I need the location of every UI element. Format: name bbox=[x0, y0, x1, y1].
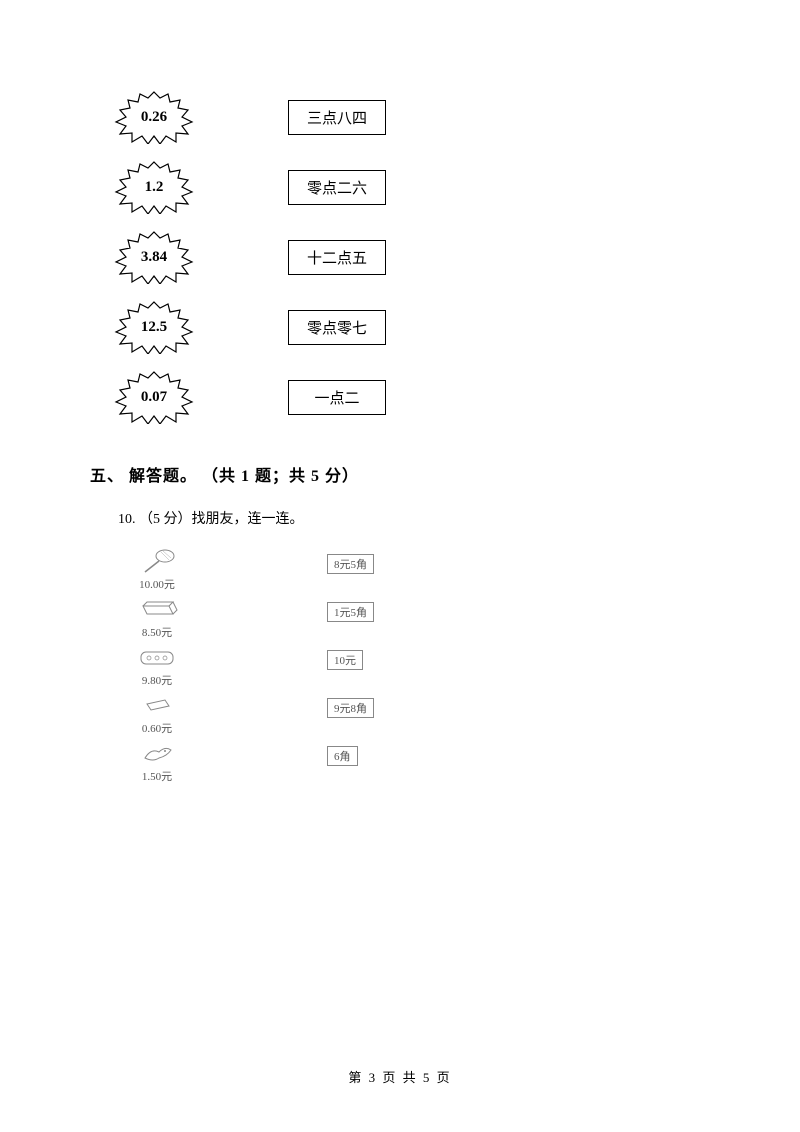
matching-row: 0.07 一点二 bbox=[110, 370, 710, 424]
starburst-number: 0.26 bbox=[141, 109, 167, 126]
friend-price: 9.80元 bbox=[142, 672, 172, 688]
eraser-icon bbox=[135, 692, 179, 718]
friend-answer-box: 8元5角 bbox=[327, 554, 374, 574]
matching-text-box: 一点二 bbox=[288, 380, 386, 415]
starburst-number: 3.84 bbox=[141, 249, 167, 266]
box-icon bbox=[135, 596, 179, 622]
friend-price: 8.50元 bbox=[142, 624, 172, 640]
friends-row: 1.50元 6角 bbox=[122, 740, 710, 784]
starburst-badge: 12.5 bbox=[110, 300, 198, 354]
matching-text-box: 三点八四 bbox=[288, 100, 386, 135]
matching-text-box: 零点零七 bbox=[288, 310, 386, 345]
bird-icon bbox=[135, 740, 179, 766]
starburst-badge: 0.07 bbox=[110, 370, 198, 424]
matching-row: 1.2 零点二六 bbox=[110, 160, 710, 214]
friend-answer-box: 10元 bbox=[327, 650, 363, 670]
friends-row: 10.00元 8元5角 bbox=[122, 548, 710, 592]
friend-item: 10.00元 bbox=[122, 548, 192, 592]
friend-answer-box: 1元5角 bbox=[327, 602, 374, 622]
matching-text-box: 十二点五 bbox=[288, 240, 386, 275]
starburst-badge: 1.2 bbox=[110, 160, 198, 214]
friend-item: 0.60元 bbox=[122, 692, 192, 736]
matching-row: 3.84 十二点五 bbox=[110, 230, 710, 284]
friend-price: 1.50元 bbox=[142, 768, 172, 784]
question-10-line: 10. （5 分）找朋友，连一连。 bbox=[118, 508, 710, 528]
starburst-number: 12.5 bbox=[141, 319, 167, 336]
friend-item: 8.50元 bbox=[122, 596, 192, 640]
friend-item: 9.80元 bbox=[122, 644, 192, 688]
friend-price: 10.00元 bbox=[139, 576, 175, 592]
friend-item: 1.50元 bbox=[122, 740, 192, 784]
matching-section: 0.26 三点八四 1.2 零点二六 3.84 十二点五 bbox=[110, 90, 710, 424]
friend-answer-box: 6角 bbox=[327, 746, 358, 766]
friends-row: 8.50元 1元5角 bbox=[122, 596, 710, 640]
friends-row: 0.60元 9元8角 bbox=[122, 692, 710, 736]
pencilcase-icon bbox=[135, 644, 179, 670]
section-5-heading: 五、 解答题。 （共 1 题；共 5 分） bbox=[90, 462, 710, 486]
starburst-number: 1.2 bbox=[145, 179, 164, 196]
matching-text-box: 零点二六 bbox=[288, 170, 386, 205]
starburst-badge: 0.26 bbox=[110, 90, 198, 144]
racket-icon bbox=[135, 548, 179, 574]
friends-matching-section: 10.00元 8元5角 8.50元 1元5角 bbox=[122, 548, 710, 784]
starburst-number: 0.07 bbox=[141, 389, 167, 406]
starburst-badge: 3.84 bbox=[110, 230, 198, 284]
matching-row: 12.5 零点零七 bbox=[110, 300, 710, 354]
friends-row: 9.80元 10元 bbox=[122, 644, 710, 688]
friend-answer-box: 9元8角 bbox=[327, 698, 374, 718]
friend-price: 0.60元 bbox=[142, 720, 172, 736]
matching-row: 0.26 三点八四 bbox=[110, 90, 710, 144]
page-footer: 第 3 页 共 5 页 bbox=[0, 1067, 800, 1086]
